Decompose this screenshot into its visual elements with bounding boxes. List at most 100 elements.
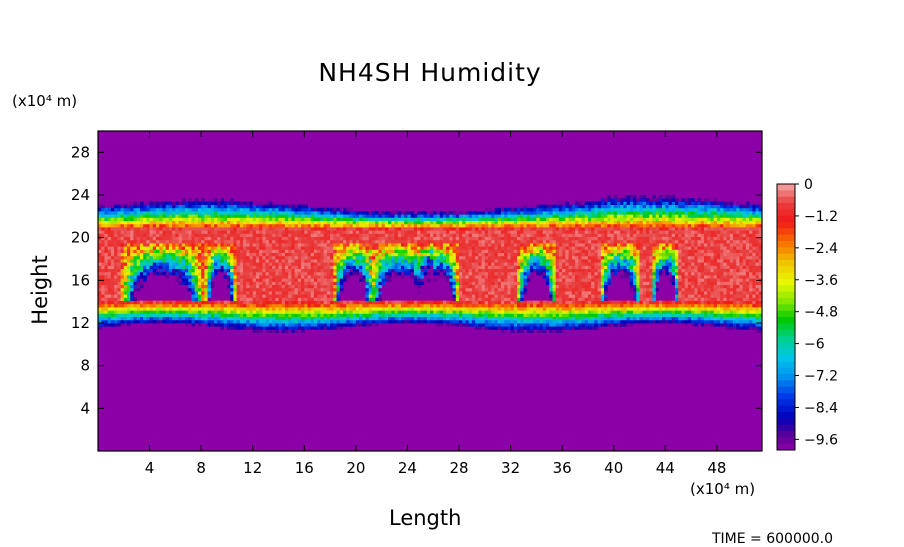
field-cell — [310, 271, 315, 276]
field-cell — [346, 262, 350, 266]
field-cell — [462, 323, 466, 327]
field-cell — [552, 319, 557, 324]
field-cell — [439, 268, 444, 273]
field-cell — [555, 323, 560, 327]
field-cell — [465, 252, 470, 257]
field-cell — [365, 275, 370, 279]
field-cell — [533, 268, 537, 273]
field-cell — [758, 246, 762, 250]
field-cell — [504, 316, 508, 321]
field-cell — [613, 303, 618, 308]
field-cell — [687, 284, 692, 289]
field-cell — [313, 255, 318, 260]
field-cell — [726, 255, 731, 260]
field-cell — [217, 303, 221, 308]
field-cell — [703, 300, 708, 305]
field-cell — [475, 310, 479, 314]
field-cell — [301, 297, 305, 301]
field-cell — [681, 294, 686, 298]
field-cell — [430, 316, 434, 321]
field-cell — [349, 265, 354, 269]
field-cell — [355, 307, 360, 311]
field-cell — [275, 252, 279, 257]
field-cell — [555, 252, 560, 257]
field-cell — [317, 259, 321, 263]
field-cell — [674, 316, 679, 321]
field-cell — [291, 323, 296, 327]
field-cell — [581, 271, 586, 276]
field-cell — [658, 316, 663, 321]
field-cell — [262, 275, 267, 279]
field-cell — [481, 265, 486, 269]
field-cell — [275, 294, 279, 298]
field-cell — [362, 323, 366, 327]
field-cell — [726, 287, 731, 292]
field-cell — [265, 300, 270, 305]
field-cell — [710, 303, 715, 308]
field-cell — [629, 300, 634, 305]
field-cell — [275, 255, 279, 260]
field-cell — [723, 252, 727, 257]
field-cell — [517, 262, 521, 266]
field-cell — [620, 275, 624, 279]
field-cell — [272, 243, 276, 247]
field-cell — [700, 243, 705, 247]
field-cell — [468, 294, 473, 298]
field-cell — [484, 265, 489, 269]
field-cell — [616, 249, 621, 253]
field-cell — [249, 259, 254, 263]
field-cell — [243, 319, 247, 324]
field-cell — [252, 249, 257, 253]
field-cell — [755, 329, 760, 333]
field-cell — [146, 319, 150, 324]
field-cell — [178, 246, 183, 250]
field-cell — [562, 252, 566, 257]
field-cell — [217, 246, 221, 250]
field-cell — [742, 271, 747, 276]
field-cell — [423, 271, 428, 276]
field-cell — [645, 278, 650, 282]
field-cell — [342, 239, 347, 244]
field-cell — [394, 307, 399, 311]
field-cell — [223, 303, 228, 308]
field-cell — [330, 326, 334, 330]
field-cell — [371, 307, 376, 311]
field-cell — [165, 307, 170, 311]
field-cell — [156, 313, 160, 317]
field-cell — [156, 262, 160, 266]
field-cell — [210, 303, 215, 308]
field-cell — [175, 265, 179, 269]
field-cell — [371, 278, 376, 282]
field-cell — [600, 281, 605, 285]
field-cell — [110, 259, 115, 263]
field-cell — [610, 265, 615, 269]
field-cell — [320, 323, 325, 327]
field-cell — [430, 262, 434, 266]
field-cell — [288, 307, 292, 311]
field-cell — [558, 297, 563, 301]
field-cell — [558, 287, 563, 292]
field-cell — [691, 275, 695, 279]
field-cell — [146, 252, 150, 257]
field-cell — [304, 262, 308, 266]
field-cell — [581, 303, 586, 308]
field-cell — [181, 319, 186, 324]
field-cell — [107, 300, 112, 305]
field-cell — [243, 303, 247, 308]
field-cell — [758, 310, 762, 314]
field-cell — [255, 249, 260, 253]
field-cell — [571, 300, 576, 305]
field-cell — [146, 268, 150, 273]
field-cell — [249, 294, 254, 298]
field-cell — [578, 262, 582, 266]
field-cell — [523, 326, 528, 330]
field-cell — [558, 278, 563, 282]
field-cell — [642, 303, 647, 308]
field-cell — [604, 294, 608, 298]
field-cell — [462, 310, 466, 314]
field-cell — [159, 300, 163, 305]
field-cell — [407, 243, 412, 247]
field-cell — [307, 284, 312, 289]
field-cell — [301, 316, 305, 321]
field-cell — [520, 323, 524, 327]
